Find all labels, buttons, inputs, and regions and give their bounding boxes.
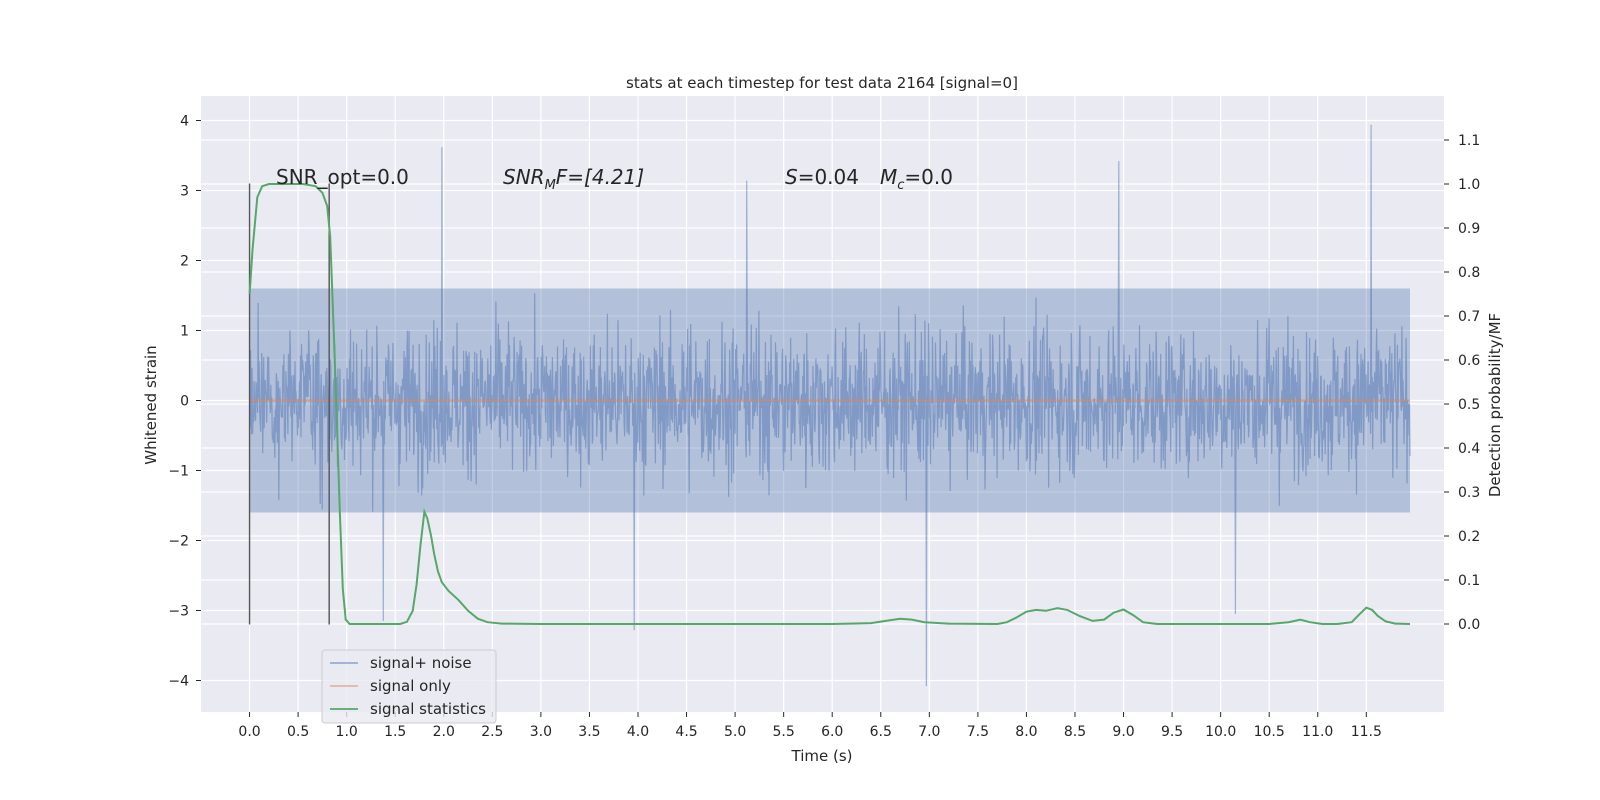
y-left-axis-ticks: 4 3 2 1 0 −1 −2 −3 −4 <box>168 114 201 690</box>
y-right-tick-label: 0.8 <box>1458 265 1480 281</box>
chart-title: stats at each timestep for test data 216… <box>626 74 1018 92</box>
annotation-snr-mf: SNRMF=[4.21] <box>503 165 644 193</box>
x-tick-label: 3.0 <box>530 724 552 740</box>
x-tick-label: 2.0 <box>433 724 455 740</box>
annotation-mc: Mc=0.0 <box>880 165 953 193</box>
y-right-tick-label: 0.2 <box>1458 529 1480 545</box>
x-tick-label: 9.5 <box>1161 724 1183 740</box>
mc-sub: c <box>897 178 904 193</box>
y-right-tick-label: 1.1 <box>1458 133 1480 149</box>
snr-mf-prefix: SNR <box>503 165 545 189</box>
legend-label-noise: signal+ noise <box>370 654 472 672</box>
y-left-tick-label: −1 <box>168 464 189 480</box>
x-tick-label: 7.5 <box>967 724 989 740</box>
y-left-tick-label: 4 <box>180 114 189 130</box>
x-tick-label: 5.5 <box>773 724 795 740</box>
x-tick-label: 7.0 <box>918 724 940 740</box>
mc-prefix: M <box>880 165 897 189</box>
x-tick-label: 11.0 <box>1302 724 1333 740</box>
y-left-tick-label: 0 <box>180 394 189 410</box>
x-tick-label: 5.0 <box>724 724 746 740</box>
s-prefix: S <box>785 165 798 189</box>
x-axis-ticks: 0.0 0.5 1.0 1.5 2.0 2.5 3.0 3.5 4.0 4.5 5.0 5.5 6.0 6… <box>238 712 1382 740</box>
y-right-tick-label: 0.0 <box>1458 617 1480 633</box>
annotation-snr-opt: SNR_opt=0.0 <box>276 165 409 189</box>
vertical-markers <box>248 183 330 625</box>
legend-label-signal-only: signal only <box>370 677 451 695</box>
x-tick-label: 8.0 <box>1015 724 1037 740</box>
noise-line <box>249 124 1411 687</box>
y-left-tick-label: −3 <box>168 604 189 620</box>
x-tick-label: 9.0 <box>1112 724 1134 740</box>
y-left-axis-label: Whitened strain <box>142 345 160 464</box>
x-tick-label: 10.0 <box>1205 724 1236 740</box>
x-tick-label: 1.5 <box>384 724 406 740</box>
legend-box <box>321 649 497 724</box>
x-axis-label: Time (s) <box>791 747 853 765</box>
x-tick-label: 1.0 <box>336 724 358 740</box>
x-tick-label: 6.0 <box>821 724 843 740</box>
snr-mf-suffix: F=[4.21] <box>556 165 644 189</box>
y-right-tick-label: 0.7 <box>1458 309 1480 325</box>
y-right-tick-label: 1.0 <box>1458 177 1480 193</box>
y-right-axis-ticks: 1.1 1.0 0.9 0.8 0.7 0.6 0.5 0.4 0.3 0.2 0.1 0.0 <box>1444 133 1480 633</box>
x-tick-label: 2.5 <box>481 724 503 740</box>
y-left-tick-label: 1 <box>180 324 189 340</box>
snr-mf-sub: M <box>545 178 556 193</box>
x-tick-label: 10.5 <box>1254 724 1285 740</box>
x-tick-label: 0.0 <box>238 724 260 740</box>
y-right-axis-label: Detection probability/MF <box>1486 313 1504 497</box>
y-left-tick-label: −4 <box>168 674 189 690</box>
x-tick-label: 0.5 <box>287 724 309 740</box>
legend-label-statistics: signal statistics <box>370 700 486 718</box>
y-right-tick-label: 0.4 <box>1458 441 1480 457</box>
y-right-tick-label: 0.3 <box>1458 485 1480 501</box>
x-tick-label: 4.5 <box>675 724 697 740</box>
y-left-tick-label: 2 <box>180 254 189 270</box>
s-suffix: =0.04 <box>798 165 859 189</box>
x-tick-label: 4.0 <box>627 724 649 740</box>
y-right-tick-label: 0.6 <box>1458 353 1480 369</box>
mc-suffix: =0.0 <box>904 165 953 189</box>
x-tick-label: 8.5 <box>1064 724 1086 740</box>
y-left-tick-label: 3 <box>180 184 189 200</box>
y-right-tick-label: 0.1 <box>1458 573 1480 589</box>
x-tick-label: 11.5 <box>1351 724 1382 740</box>
y-right-tick-label: 0.5 <box>1458 397 1480 413</box>
legend: signal+ noise signal only signal statist… <box>321 649 497 724</box>
x-tick-label: 6.5 <box>870 724 892 740</box>
signal-statistics-series <box>248 183 1411 626</box>
x-tick-label: 3.5 <box>578 724 600 740</box>
y-right-tick-label: 0.9 <box>1458 221 1480 237</box>
annotation-s: S=0.04 <box>785 165 859 189</box>
statistics-line <box>248 183 1411 626</box>
y-left-tick-label: −2 <box>168 534 189 550</box>
